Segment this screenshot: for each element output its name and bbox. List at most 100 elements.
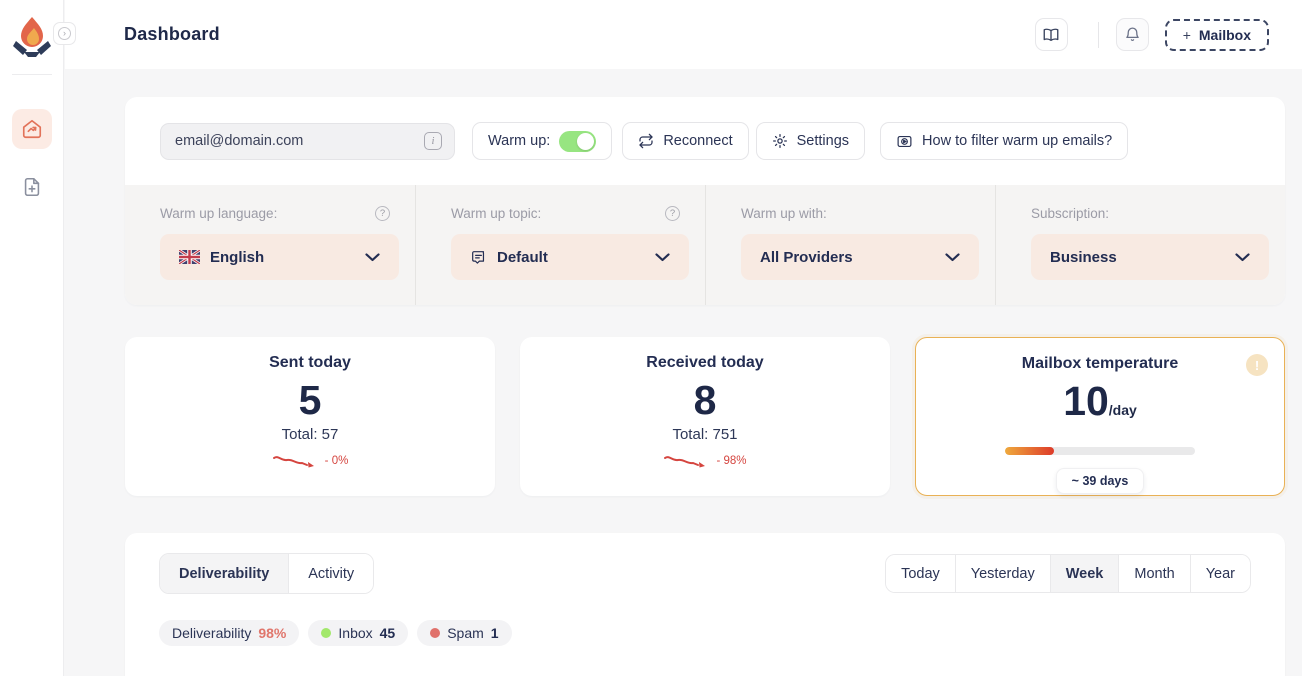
spam-badge-value: 1 [490,625,499,641]
header-divider [1097,21,1099,48]
alert-icon[interactable]: ! [1246,354,1268,376]
mailbox-toolbar: email@domain.com i Warm up: Reconnect [125,97,1285,185]
spam-dot-icon [430,628,441,638]
topic-select[interactable]: Default [451,234,689,280]
file-plus-icon [21,176,43,198]
spam-badge-label: Spam [447,625,484,641]
main-content: email@domain.com i Warm up: Reconnect [65,69,1302,676]
provider-select[interactable]: All Providers [741,234,979,280]
option-language: Warm up language: ? English [125,185,415,305]
help-icon[interactable]: ? [375,206,390,221]
range-week-label: Week [1065,565,1104,582]
subscription-select[interactable]: Business [1031,234,1269,280]
range-today[interactable]: Today [886,555,955,592]
sidebar-nav [0,109,63,207]
video-icon [896,133,913,150]
deliverability-badge[interactable]: Deliverability 98% [159,620,300,646]
toggle-knob [577,132,595,150]
sidebar: › [0,0,76,676]
deliverability-badge-label: Deliverability [172,625,252,641]
date-range-control: Today Yesterday Week Month Year [885,554,1251,593]
inbox-badge-value: 45 [379,625,396,641]
sent-trend-value: - 0% [324,455,349,467]
panel-tabs: Deliverability Activity [159,553,375,594]
chevron-down-icon [365,252,380,262]
temperature-progress-fill [1005,447,1055,455]
stats-row: Sent today 5 Total: 57 - 0% Received tod… [125,337,1285,496]
bell-icon [1124,26,1141,43]
range-month-label: Month [1134,565,1175,582]
sidebar-collapse-button[interactable]: › [53,22,76,45]
tab-activity[interactable]: Activity [288,554,374,593]
reconnect-label: Reconnect [663,133,733,149]
range-year-label: Year [1205,565,1235,582]
notifications-button[interactable] [1115,18,1149,51]
sidebar-item-dashboard[interactable] [11,109,52,149]
inbox-badge-label: Inbox [338,625,373,641]
analytics-panel: Deliverability Activity Today Yesterday … [125,533,1285,676]
language-value: English [210,248,265,266]
metric-badges: Deliverability 98% Inbox 45 Spam 1 [159,620,512,646]
mailbox-settings-card: email@domain.com i Warm up: Reconnect [125,97,1285,305]
settings-button[interactable]: Settings [755,122,866,160]
page-title: Dashboard [124,24,220,44]
tab-activity-label: Activity [308,565,355,582]
tab-deliverability-label: Deliverability [179,565,270,582]
tab-deliverability[interactable]: Deliverability [160,554,289,593]
reconnect-icon [638,133,654,149]
app-logo-flame-icon [12,14,52,58]
warmup-toggle[interactable] [559,130,597,152]
spam-badge[interactable]: Spam 1 [417,620,512,646]
email-value: email@domain.com [175,133,304,149]
home-chart-icon [21,118,43,140]
deliverability-badge-value: 98% [258,625,287,641]
book-icon [1042,26,1060,44]
uk-flag-icon [179,250,200,264]
info-icon[interactable]: i [424,132,442,150]
range-today-label: Today [901,565,940,582]
inbox-badge[interactable]: Inbox 45 [308,620,409,646]
mailbox-temperature-card: ! Mailbox temperature 10/day ~ 39 days [915,337,1285,496]
trend-down-sparkline-icon [663,453,711,469]
temperature-title: Mailbox temperature [1021,355,1179,372]
topic-label: Warm up topic: [451,206,542,221]
help-icon[interactable]: ? [665,206,680,221]
chevron-down-icon [945,252,960,262]
received-today-total: Total: 751 [672,426,738,443]
days-remaining-badge: ~ 39 days [1055,468,1145,494]
sent-today-total: Total: 57 [281,426,339,443]
add-mailbox-button[interactable]: + Mailbox [1164,18,1269,51]
option-provider: Warm up with: All Providers [705,185,995,305]
range-week[interactable]: Week [1049,555,1119,592]
language-select[interactable]: English [160,234,399,280]
howto-filter-label: How to filter warm up emails? [922,133,1113,149]
subscription-label: Subscription: [1031,206,1110,221]
reconnect-button[interactable]: Reconnect [622,122,749,160]
chevron-right-icon: › [58,27,71,40]
settings-label: Settings [796,133,850,149]
provider-value: All Providers [760,248,853,266]
chevron-down-icon [655,252,670,262]
warmup-toggle-group: Warm up: [472,122,613,160]
inbox-dot-icon [321,628,332,638]
language-label: Warm up language: [160,206,278,221]
trend-down-sparkline-icon [272,453,320,469]
docs-button[interactable] [1034,18,1068,51]
header-actions: + Mailbox [1034,18,1269,51]
sent-today-card: Sent today 5 Total: 57 - 0% [125,337,495,496]
option-subscription: Subscription: Business [995,185,1285,305]
range-month[interactable]: Month [1118,555,1190,592]
add-mailbox-label: Mailbox [1198,26,1251,43]
received-trend-value: - 98% [716,455,747,467]
provider-label: Warm up with: [741,206,827,221]
sidebar-item-templates[interactable] [12,167,52,207]
sidebar-divider [11,74,52,75]
option-topic: Warm up topic: ? Default [415,185,705,305]
range-yesterday[interactable]: Yesterday [954,555,1050,592]
topic-value: Default [497,248,548,266]
email-field[interactable]: email@domain.com i [160,122,455,160]
sent-today-value: 5 [298,377,322,423]
howto-filter-button[interactable]: How to filter warm up emails? [880,122,1129,160]
plus-icon: + [1182,26,1191,43]
range-year[interactable]: Year [1189,555,1250,592]
